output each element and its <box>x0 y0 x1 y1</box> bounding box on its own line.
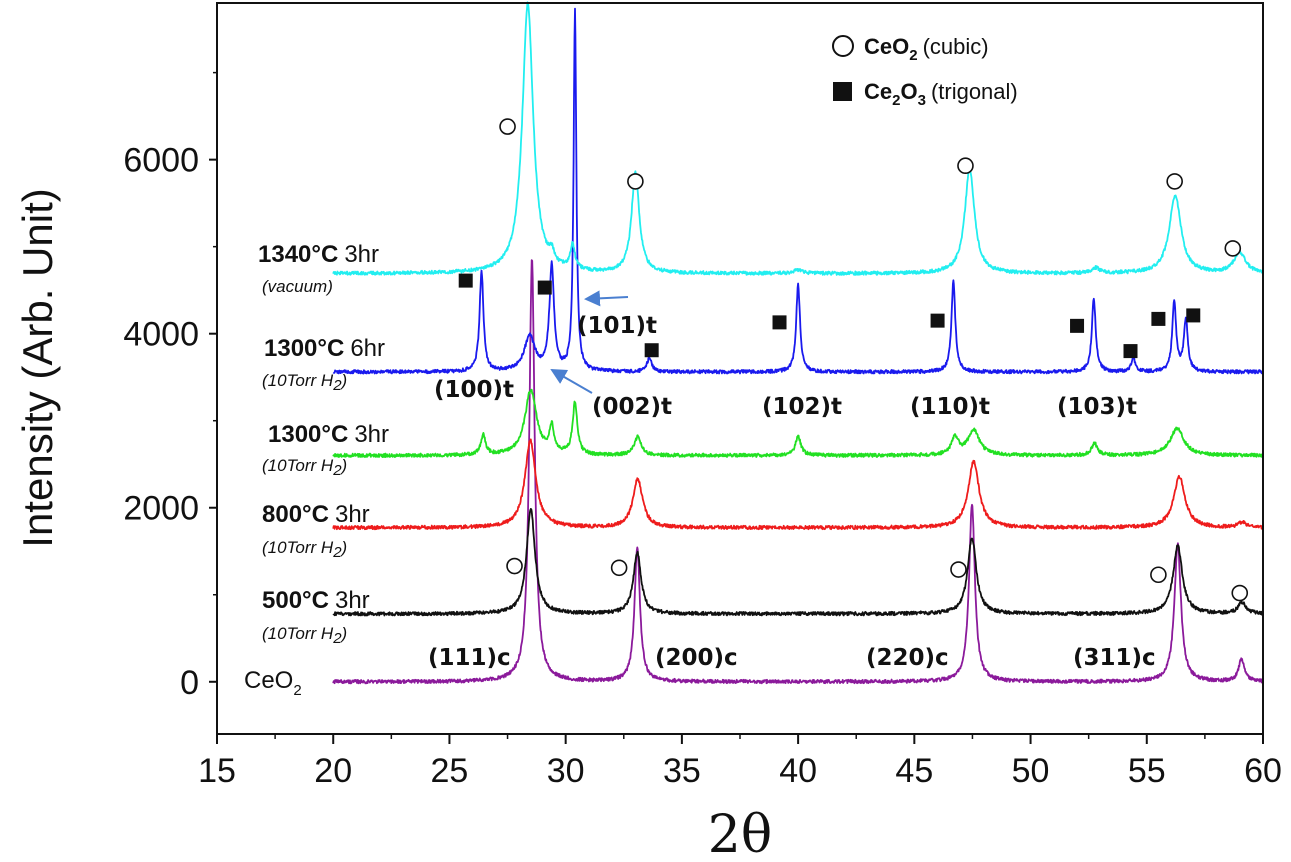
legend-filled-square-icon <box>833 82 852 101</box>
legend-cubic-label: CeO2 (cubic) <box>864 34 989 64</box>
annotation-arrow-002t <box>550 369 593 394</box>
sample-label-1300c-6hr: 1300°C 6hr (10Torr H2) <box>262 335 385 394</box>
sample-label-500c: 500°C 3hr (10Torr H2) <box>262 587 370 647</box>
cubic-marker-3 <box>1166 173 1183 190</box>
annotation-arrow-101t <box>584 290 629 307</box>
cubic-marker-1 <box>627 173 644 190</box>
series-line-1300c-6hr <box>332 7 1264 375</box>
y-tick-label-6000: 6000 <box>123 142 199 180</box>
y-tick-label-0: 0 <box>180 664 199 702</box>
sample-label-1300c-3hr-cond: (10Torr H2) <box>262 456 347 479</box>
x-axis-title: 2θ <box>708 805 772 862</box>
series-line-1300c-3hr <box>332 388 1264 459</box>
cubic-marker-6 <box>610 559 628 577</box>
sample-label-1300c-6hr-cond: (10Torr H2) <box>262 371 347 394</box>
x-tick-label-45: 45 <box>895 752 933 790</box>
axis-ticks-layer: 15 20 25 30 35 40 45 50 55 60 0 2000 4000 6000 <box>123 71 1282 790</box>
series-line-500c-3hr <box>332 507 1264 617</box>
series-line-800c-3hr <box>332 438 1264 531</box>
sample-label-ceo2-main: CeO2 <box>244 667 302 699</box>
sample-label-500c-cond: (10Torr H2) <box>262 624 347 647</box>
peak-label-103t: (103)t <box>1057 394 1137 420</box>
peak-label-101t: (101)t <box>577 313 657 339</box>
cubic-marker-0 <box>499 118 516 135</box>
x-tick-label-25: 25 <box>431 752 469 790</box>
sample-label-1300c-3hr-main: 1300°C 3hr <box>268 421 389 448</box>
sample-label-800c-main: 800°C 3hr <box>262 501 370 528</box>
peak-label-100t: (100)t <box>434 377 514 403</box>
legend: CeO2 (cubic) Ce2O3 (trigonal) <box>832 34 1018 109</box>
trigonal-marker-2 <box>644 343 659 358</box>
x-tick-label-30: 30 <box>547 752 585 790</box>
peak-label-111c: (111)c <box>428 645 511 671</box>
markers-layer <box>458 118 1249 602</box>
x-tick-label-35: 35 <box>663 752 701 790</box>
trigonal-marker-6 <box>1123 344 1138 359</box>
sample-label-500c-main: 500°C 3hr <box>262 587 370 614</box>
cubic-marker-5 <box>506 557 523 575</box>
trigonal-marker-4 <box>930 313 945 328</box>
trigonal-marker-3 <box>772 315 787 330</box>
sample-label-800c-cond: (10Torr H2) <box>262 538 347 561</box>
sample-label-1340c-cond: (vacuum) <box>262 277 333 296</box>
peak-label-311c: (311)c <box>1073 645 1156 671</box>
x-tick-label-40: 40 <box>779 752 817 790</box>
sample-label-1340c: 1340°C 3hr (vacuum) <box>258 241 379 296</box>
x-tick-label-55: 55 <box>1128 752 1166 790</box>
trigonal-marker-5 <box>1070 318 1085 333</box>
sample-label-1300c-3hr: 1300°C 3hr (10Torr H2) <box>262 421 389 479</box>
peak-label-220c: (220)c <box>866 645 949 671</box>
x-tick-label-20: 20 <box>314 752 352 790</box>
cubic-marker-7 <box>950 561 967 578</box>
peak-label-102t: (102)t <box>762 394 842 420</box>
x-tick-label-15: 15 <box>198 752 236 790</box>
x-tick-label-60: 60 <box>1244 752 1282 790</box>
legend-open-circle-icon <box>832 35 854 57</box>
peak-label-110t: (110)t <box>910 394 990 420</box>
trigonal-marker-1 <box>537 280 552 295</box>
peak-label-200c: (200)c <box>655 645 738 671</box>
cubic-marker-8 <box>1150 566 1167 584</box>
series-layer <box>332 1 1264 685</box>
y-tick-label-4000: 4000 <box>123 316 199 354</box>
x-tick-label-50: 50 <box>1012 752 1050 790</box>
trigonal-marker-8 <box>1186 308 1201 323</box>
trigonal-marker-7 <box>1151 311 1166 326</box>
trigonal-marker-0 <box>458 273 473 288</box>
series-line-ceo2 <box>332 259 1264 685</box>
series-line-1340c-3hr <box>332 1 1264 276</box>
legend-trigonal-label: Ce2O3 (trigonal) <box>864 79 1018 109</box>
sample-label-ceo2: CeO2 <box>244 667 302 699</box>
cubic-marker-9 <box>1231 584 1249 602</box>
peak-label-002t: (002)t <box>592 394 672 420</box>
cubic-marker-4 <box>1224 240 1242 257</box>
y-tick-label-2000: 2000 <box>123 490 199 528</box>
sample-label-1340c-main: 1340°C 3hr <box>258 241 379 268</box>
sample-label-800c: 800°C 3hr (10Torr H2) <box>262 501 370 561</box>
cubic-marker-2 <box>957 157 974 175</box>
y-axis-title: Intensity (Arb. Unit) <box>14 188 61 547</box>
sample-label-1300c-6hr-main: 1300°C 6hr <box>264 335 385 362</box>
